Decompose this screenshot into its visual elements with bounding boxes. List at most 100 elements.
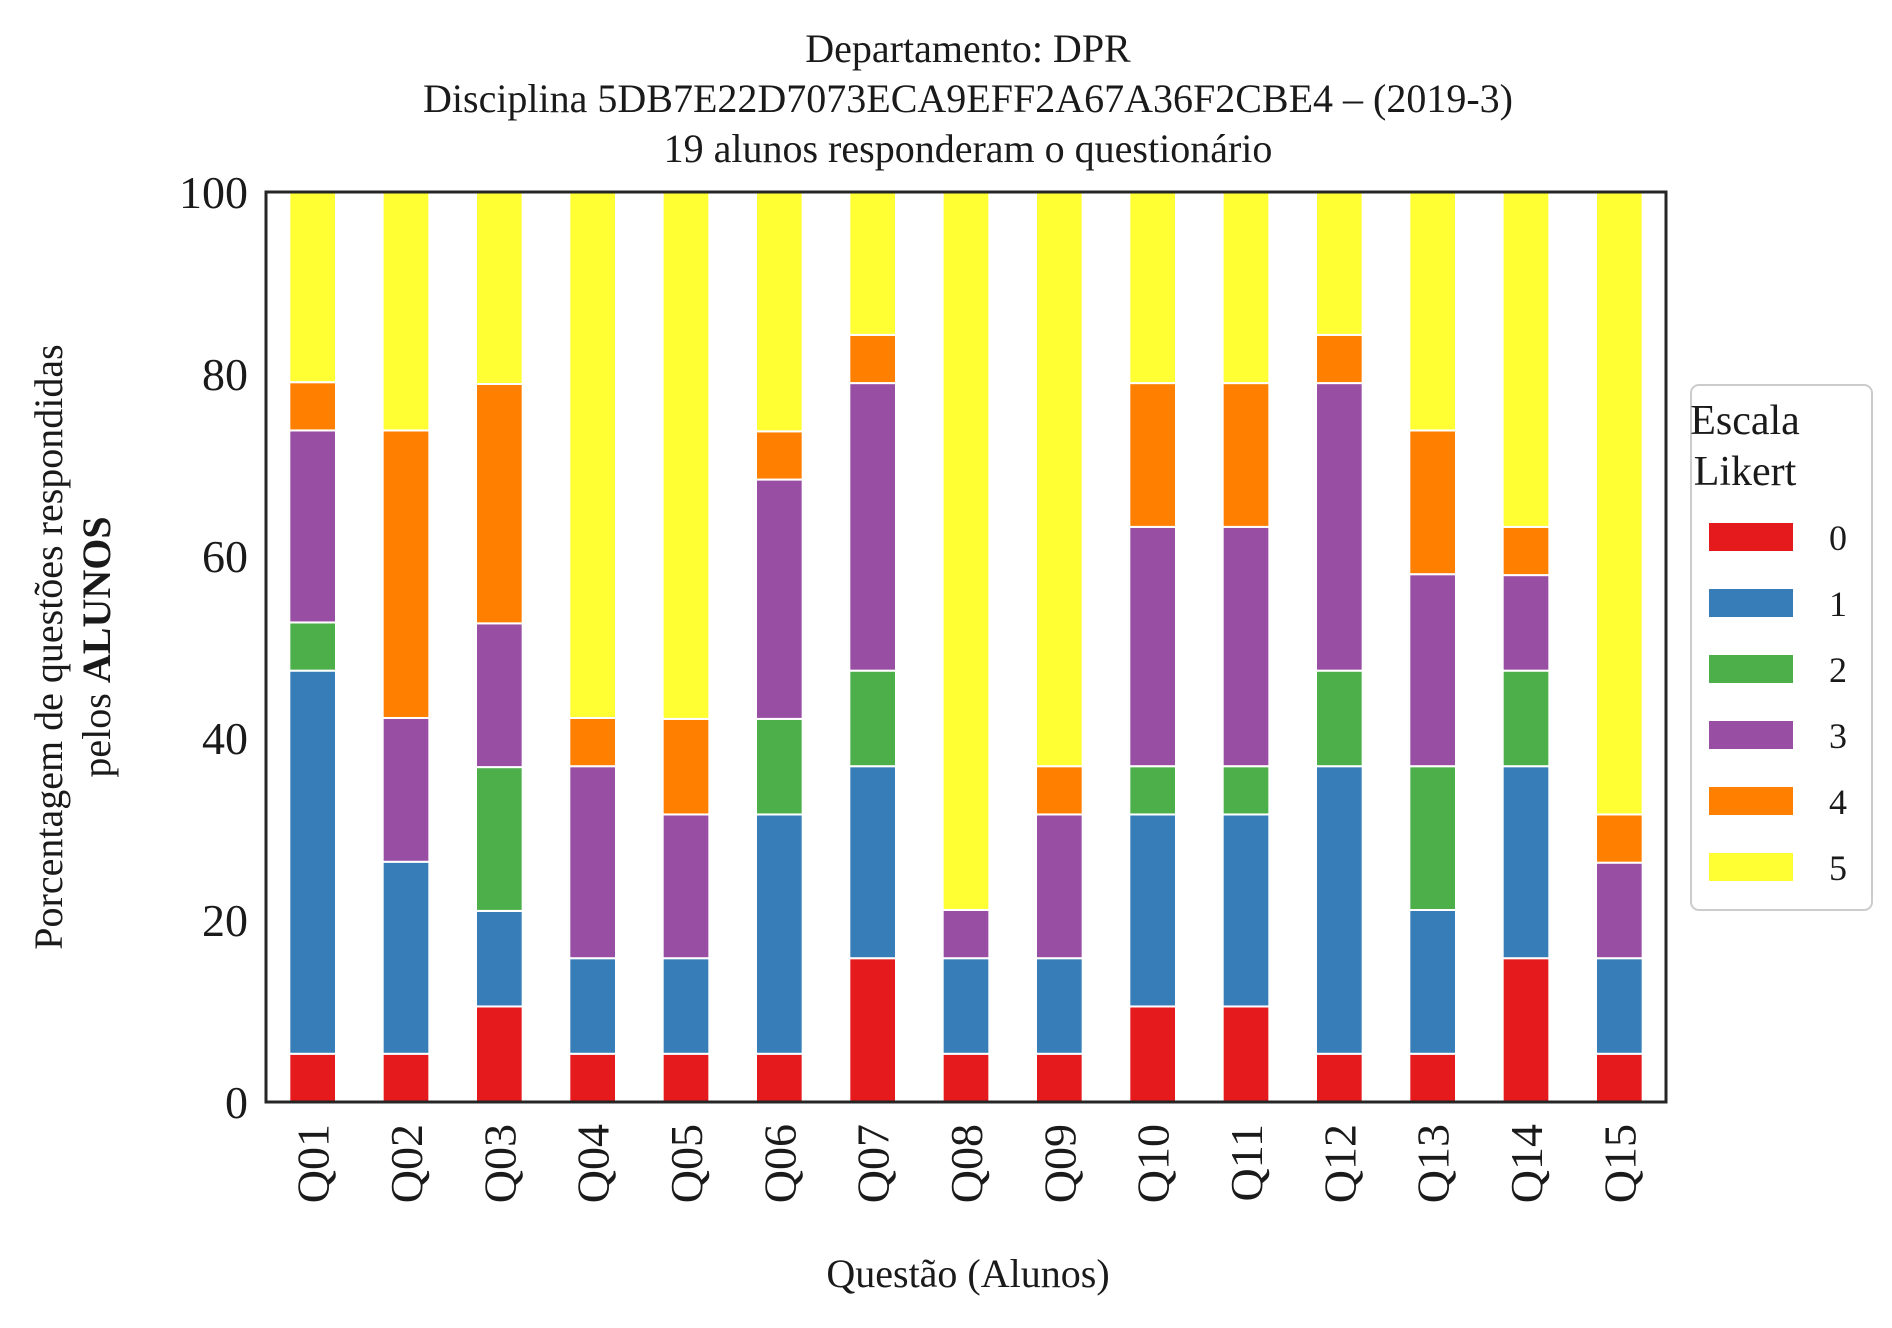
x-tick-label-q15: Q15 <box>1594 1124 1645 1203</box>
bar-q07-likert-4 <box>848 333 898 385</box>
bar-q11-likert-2 <box>1221 765 1271 816</box>
bar-q12-likert-0 <box>1315 1052 1364 1104</box>
bar-q03-likert-1 <box>475 909 524 1008</box>
bars-layer <box>288 189 1644 1104</box>
y-tick-label: 60 <box>202 531 248 582</box>
bar-q03-likert-2 <box>475 766 524 912</box>
x-tick-label-q09: Q09 <box>1034 1124 1085 1203</box>
bar-q13-likert-1 <box>1408 908 1457 1055</box>
bar-q06-likert-0 <box>755 1052 804 1104</box>
bar-q14-likert-3 <box>1501 574 1551 672</box>
x-tick-label-q14: Q14 <box>1501 1124 1552 1203</box>
x-tick-label-q02: Q02 <box>381 1124 432 1203</box>
bar-q04-likert-5 <box>568 190 618 719</box>
legend-label-3: 3 <box>1829 716 1847 756</box>
bar-q07-likert-1 <box>848 765 898 960</box>
bar-q08-likert-3 <box>941 908 991 960</box>
bar-q06-likert-2 <box>755 717 804 816</box>
y-axis-label-line-2: pelos ALUNOS <box>74 516 119 777</box>
bar-q06-likert-1 <box>755 813 804 1055</box>
bar-q03-likert-5 <box>475 191 524 386</box>
legend-box <box>1690 384 1873 911</box>
bar-q01-likert-1 <box>288 669 337 1055</box>
bar-q01-likert-3 <box>288 429 337 624</box>
bar-q09-likert-4 <box>1035 765 1084 816</box>
x-tick-label-q06: Q06 <box>754 1124 805 1203</box>
bar-q12-likert-2 <box>1315 669 1364 768</box>
bar-q05-likert-1 <box>661 957 711 1055</box>
legend-swatch-1 <box>1709 589 1793 617</box>
title-line-1: Departamento: DPR <box>805 26 1131 71</box>
x-tick-label-q08: Q08 <box>941 1124 992 1203</box>
legend-label-0: 0 <box>1829 518 1847 558</box>
bar-q09-likert-1 <box>1035 957 1084 1055</box>
x-tick-label-q10: Q10 <box>1128 1124 1179 1203</box>
bar-q05-likert-5 <box>661 191 711 720</box>
y-tick-label: 20 <box>202 895 248 946</box>
legend-label-5: 5 <box>1829 848 1847 888</box>
bar-q15-likert-3 <box>1595 861 1644 960</box>
bar-q14-likert-0 <box>1501 957 1551 1103</box>
x-axis-label: Questão (Alunos) <box>826 1251 1109 1296</box>
bar-q05-likert-4 <box>661 717 711 816</box>
legend-swatch-0 <box>1709 523 1793 551</box>
bar-q11-likert-5 <box>1221 190 1271 385</box>
chart-title: Departamento: DPR Disciplina 5DB7E22D707… <box>423 26 1513 171</box>
x-tick-label-q07: Q07 <box>848 1124 899 1203</box>
bar-q04-likert-1 <box>568 957 618 1055</box>
bar-q03-likert-4 <box>475 383 524 625</box>
bar-q03-likert-3 <box>475 622 524 769</box>
bar-q10-likert-0 <box>1128 1005 1177 1104</box>
bar-q11-likert-4 <box>1221 382 1271 528</box>
x-axis: Q01 Q02 Q03 Q04 Q05 Q06 Q07 Q08 Q09 Q10 Q11 Q12 Q13 Q… <box>288 1124 1646 1203</box>
bar-q10-likert-4 <box>1128 382 1177 528</box>
bar-q05-likert-0 <box>661 1052 711 1104</box>
bar-q07-likert-3 <box>848 382 898 672</box>
title-line-3: 19 alunos responderam o questionário <box>664 126 1273 171</box>
bar-q09-likert-0 <box>1035 1052 1084 1104</box>
bar-q02-likert-1 <box>381 860 431 1055</box>
bar-q03-likert-0 <box>475 1005 524 1104</box>
y-tick-label: 40 <box>202 713 248 764</box>
bar-q13-likert-4 <box>1408 429 1457 576</box>
bar-q13-likert-3 <box>1408 573 1457 768</box>
bar-q14-likert-2 <box>1501 669 1551 768</box>
y-tick-label: 100 <box>179 167 248 218</box>
legend-entries: 0 1 2 3 4 5 <box>1709 518 1847 888</box>
bar-q10-likert-2 <box>1128 765 1177 816</box>
bar-q11-likert-1 <box>1221 813 1271 1008</box>
legend-label-4: 4 <box>1829 782 1847 822</box>
bar-q04-likert-3 <box>568 765 618 960</box>
y-axis: 0 20 40 60 80 100 <box>179 167 248 1128</box>
bar-q09-likert-5 <box>1035 190 1084 768</box>
x-tick-label-q13: Q13 <box>1408 1124 1459 1203</box>
y-axis-label-line-1: Porcentagem de questões respondidas <box>26 344 71 949</box>
y-axis-label: Porcentagem de questões respondidas pelo… <box>26 344 119 949</box>
bar-q15-likert-1 <box>1595 957 1644 1055</box>
bar-q14-likert-4 <box>1501 525 1551 577</box>
x-tick-label-q12: Q12 <box>1314 1124 1365 1203</box>
x-tick-label-q03: Q03 <box>474 1124 525 1203</box>
bar-q13-likert-2 <box>1408 765 1457 911</box>
bar-q02-likert-3 <box>381 716 431 863</box>
bar-q08-likert-0 <box>941 1052 991 1104</box>
bar-q12-likert-4 <box>1315 333 1364 385</box>
bar-q12-likert-3 <box>1315 382 1364 672</box>
bar-q13-likert-5 <box>1408 190 1457 432</box>
bar-q01-likert-5 <box>288 189 337 384</box>
bar-q02-likert-0 <box>381 1052 431 1104</box>
bar-q07-likert-2 <box>848 669 898 768</box>
legend-swatch-2 <box>1709 655 1793 683</box>
legend-swatch-3 <box>1709 721 1793 749</box>
x-tick-label-q11: Q11 <box>1221 1124 1272 1202</box>
bar-q14-likert-5 <box>1501 191 1551 528</box>
bar-q01-likert-2 <box>288 621 337 672</box>
bar-q10-likert-5 <box>1128 190 1177 385</box>
bar-q08-likert-1 <box>941 957 991 1055</box>
y-axis-label-prefix: pelos <box>74 683 119 777</box>
bar-q05-likert-3 <box>661 813 711 960</box>
legend: Escala Likert 0 1 2 3 4 5 <box>1690 384 1873 911</box>
bar-q12-likert-5 <box>1315 190 1364 336</box>
